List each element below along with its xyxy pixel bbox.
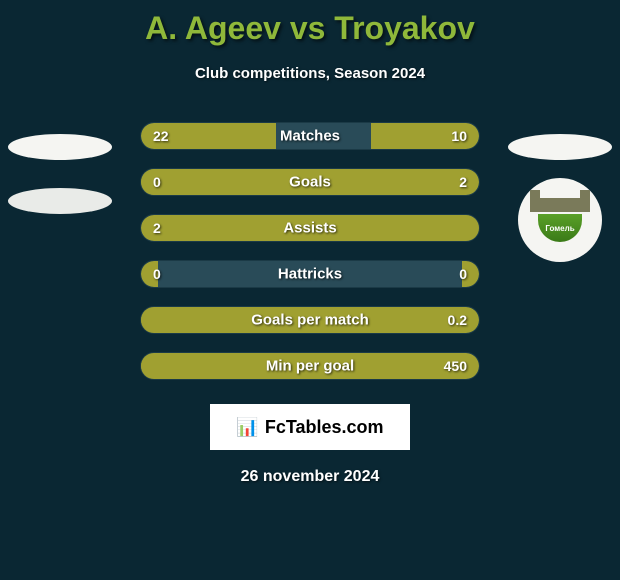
- bar-label: Goals: [289, 174, 331, 191]
- left-logo-2: [8, 188, 112, 214]
- bar-row: Matches 22 10: [140, 122, 480, 150]
- bar-row: Goals per match 0.2: [140, 306, 480, 334]
- bar-value-left: 0: [153, 174, 161, 190]
- bar-row: Min per goal 450: [140, 352, 480, 380]
- page-title: A. Ageev vs Troyakov: [0, 0, 620, 47]
- bar-label: Hattricks: [278, 266, 342, 283]
- date-text: 26 november 2024: [0, 468, 620, 486]
- bar-value-left: 2: [153, 220, 161, 236]
- bar-label: Assists: [283, 220, 336, 237]
- bar-value-right: 0: [459, 266, 467, 282]
- castle-icon: [530, 198, 590, 212]
- bar-row: Hattricks 0 0: [140, 260, 480, 288]
- left-team-logos: [0, 122, 120, 214]
- bar-value-right: 10: [451, 128, 467, 144]
- bar-row: Goals 0 2: [140, 168, 480, 196]
- bar-label: Min per goal: [266, 358, 354, 375]
- bar-value-right: 450: [444, 358, 467, 374]
- shield-icon: Гомель: [538, 214, 582, 242]
- bar-row: Assists 2: [140, 214, 480, 242]
- chart-icon: 📊: [236, 417, 258, 438]
- right-logo-1: [508, 134, 612, 160]
- compare-chart: Гомель Matches 22 10 Goals 0 2 Assists 2 Hattric…: [0, 122, 620, 380]
- watermark: 📊 FcTables.com: [210, 404, 410, 450]
- bar-value-left: 22: [153, 128, 169, 144]
- bars-container: Matches2210Goals02Assists2Hattricks00Goa…: [140, 122, 480, 380]
- right-team-logos: Гомель: [500, 122, 620, 262]
- bar-label: Goals per match: [251, 312, 369, 329]
- watermark-text: FcTables.com: [265, 417, 384, 438]
- bar-value-right: 0.2: [448, 312, 467, 328]
- bar-label: Matches: [280, 128, 340, 145]
- bar-value-left: 0: [153, 266, 161, 282]
- bar-value-right: 2: [459, 174, 467, 190]
- left-logo-1: [8, 134, 112, 160]
- badge-text: Гомель: [545, 224, 574, 233]
- right-logo-2: Гомель: [518, 178, 602, 262]
- subtitle: Club competitions, Season 2024: [0, 65, 620, 82]
